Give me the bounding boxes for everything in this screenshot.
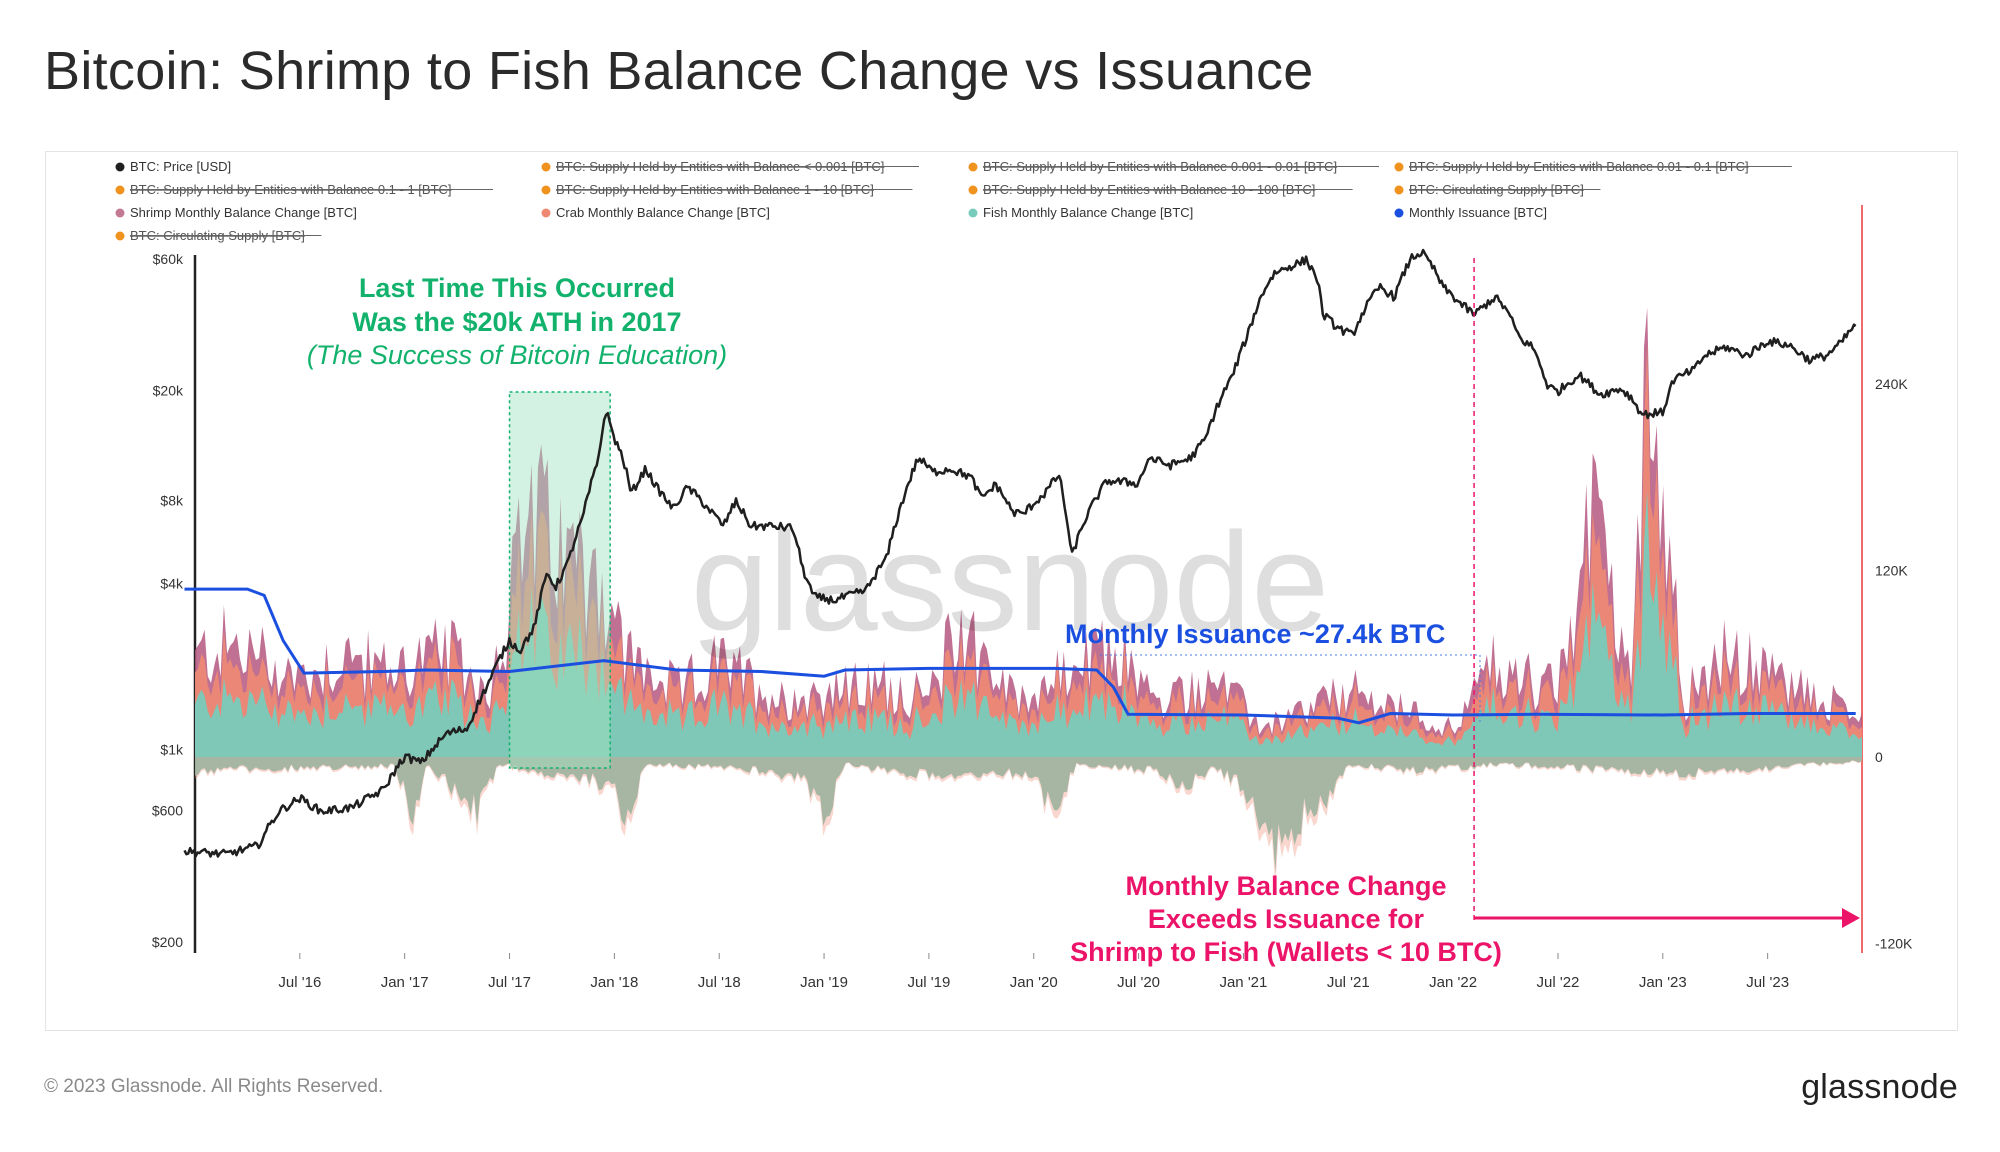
legend-marker	[115, 231, 125, 241]
left-axis-tick-label: $200	[152, 934, 183, 950]
legend-marker	[1394, 185, 1404, 195]
x-axis-tick-label: Jan '23	[1639, 974, 1687, 991]
annotation-pink-line1: Monthly Balance Change	[1125, 871, 1446, 901]
footer-logo[interactable]: glassnode	[1801, 1068, 1958, 1106]
legend-item: BTC: Supply Held by Entities with Balanc…	[541, 159, 919, 174]
legend-item: Shrimp Monthly Balance Change [BTC]	[115, 205, 357, 220]
legend-label: Shrimp Monthly Balance Change [BTC]	[130, 205, 357, 220]
watermark: glassnode	[691, 503, 1329, 660]
crab-area	[195, 343, 1862, 757]
x-axis-tick-label: Jul '23	[1746, 974, 1789, 991]
right-axis-tick-label: 0	[1875, 749, 1883, 765]
x-axis-tick-label: Jan '22	[1429, 974, 1477, 991]
left-axis-tick-label: $4k	[160, 575, 184, 591]
legend-item: BTC: Price [USD]	[115, 159, 231, 174]
legend-item: BTC: Supply Held by Entities with Balanc…	[968, 182, 1353, 197]
right-axis-tick-label: -120K	[1875, 936, 1913, 952]
legend-item: BTC: Supply Held by Entities with Balanc…	[1394, 159, 1792, 174]
legend-item: BTC: Supply Held by Entities with Balanc…	[115, 182, 493, 197]
legend-item: BTC: Supply Held by Entities with Balanc…	[541, 182, 913, 197]
x-axis-tick-label: Jul '22	[1537, 974, 1580, 991]
legend-item: BTC: Circulating Supply [BTC]	[1394, 182, 1601, 197]
x-axis-tick-label: Jul '18	[698, 974, 741, 991]
x-axis-tick-label: Jul '20	[1117, 974, 1160, 991]
page-title: Bitcoin: Shrimp to Fish Balance Change v…	[44, 41, 1314, 101]
annotation-green-line1: Last Time This Occurred	[359, 273, 675, 303]
annotation-green-line2: Was the $20k ATH in 2017	[352, 307, 681, 337]
left-axis-tick-label: $600	[152, 802, 183, 818]
legend-label: BTC: Price [USD]	[130, 159, 231, 174]
left-axis-tick-label: $8k	[160, 492, 184, 508]
legend-item: Crab Monthly Balance Change [BTC]	[541, 205, 770, 220]
issuance-line	[184, 587, 1856, 725]
legend-marker	[1394, 162, 1404, 172]
legend-item: BTC: Circulating Supply [BTC]	[115, 228, 322, 243]
x-axis-tick-label: Jan '20	[1010, 974, 1058, 991]
legend-marker	[541, 208, 551, 218]
left-axis-tick-label: $60k	[153, 251, 184, 267]
plot-area: $60k $20k $8k $4k $1k $600 $200 240K 120K 0 -120K J…	[152, 205, 1913, 991]
issuance-annotation-bracket	[1100, 654, 1481, 722]
annotation-green-line3: (The Success of Bitcoin Education)	[307, 340, 727, 370]
legend-item: Fish Monthly Balance Change [BTC]	[968, 205, 1193, 220]
x-axis-tick-label: Jan '18	[590, 974, 638, 991]
x-axis-tick-label: Jul '17	[488, 974, 531, 991]
crab-negative-area	[195, 757, 1862, 890]
annotation-pink-line3: Shrimp to Fish (Wallets < 10 BTC)	[1070, 937, 1502, 967]
annotations: Last Time This Occurred Was the $20k ATH…	[307, 273, 1502, 967]
legend-marker	[968, 208, 978, 218]
legend-marker	[968, 185, 978, 195]
legend-label: Crab Monthly Balance Change [BTC]	[556, 205, 770, 220]
x-axis-tick-label: Jul '16	[278, 974, 321, 991]
fish-area	[195, 491, 1862, 757]
x-axis-tick-label: Jan '19	[800, 974, 848, 991]
x-axis-tick-label: Jan '21	[1219, 974, 1267, 991]
annotation-issuance-label: Monthly Issuance ~27.4k BTC	[1065, 619, 1445, 649]
legend-marker	[115, 208, 125, 218]
legend-marker	[1394, 208, 1404, 218]
x-axis-tick-label: Jul '21	[1327, 974, 1370, 991]
chart-frame	[45, 151, 1958, 1031]
legend-item: BTC: Supply Held by Entities with Balanc…	[968, 159, 1379, 174]
right-axis-tick-label: 120K	[1875, 563, 1908, 579]
highlight-2022-arrow-head	[1842, 908, 1860, 928]
x-axis-tick-label: Jul '19	[907, 974, 950, 991]
legend-marker	[541, 185, 551, 195]
left-axis-tick-label: $1k	[160, 741, 184, 757]
legend-item: Monthly Issuance [BTC]	[1394, 205, 1547, 220]
right-axis-tick-label: 240K	[1875, 376, 1908, 392]
legend-marker	[541, 162, 551, 172]
footer-copyright: © 2023 Glassnode. All Rights Reserved.	[44, 1076, 384, 1097]
legend-marker	[115, 185, 125, 195]
legend-marker	[968, 162, 978, 172]
legend: BTC: Price [USD] BTC: Supply Held by Enti…	[115, 159, 1792, 243]
legend-label: Fish Monthly Balance Change [BTC]	[983, 205, 1193, 220]
legend-marker	[115, 162, 125, 172]
fish-negative-area	[195, 757, 1862, 872]
annotation-pink-line2: Exceeds Issuance for	[1148, 904, 1425, 934]
x-axis-tick-label: Jan '17	[381, 974, 429, 991]
price-line	[183, 248, 1857, 858]
left-axis-tick-label: $20k	[153, 383, 184, 399]
legend-label: Monthly Issuance [BTC]	[1409, 205, 1547, 220]
